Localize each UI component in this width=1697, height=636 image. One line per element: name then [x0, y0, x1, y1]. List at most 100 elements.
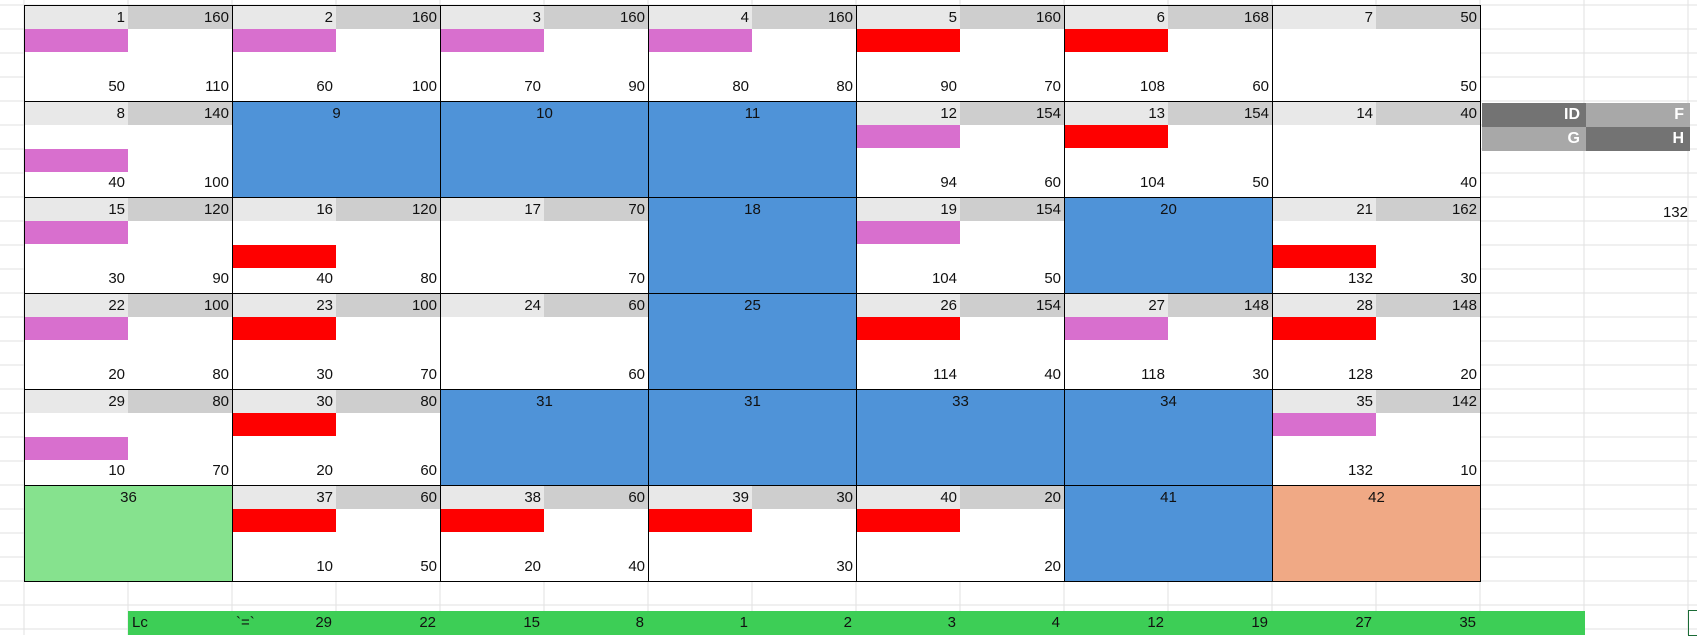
cell-id: 14 [1273, 102, 1376, 125]
cell-top-value: 154 [960, 102, 1064, 125]
grid-cell[interactable]: 14 40 40 [1272, 101, 1481, 198]
grid-cell[interactable]: 6 168 108 60 [1064, 5, 1273, 102]
cell-bottom-left-value: 90 [940, 78, 957, 95]
cell-bottom-left-value: 132 [1347, 270, 1373, 287]
grid-cell[interactable]: 34 [1064, 389, 1273, 486]
cell-id: 21 [1273, 198, 1376, 221]
cell-id: 28 [1273, 294, 1376, 317]
cell-id: 34 [1160, 393, 1177, 410]
grid-cell[interactable]: 42 [1272, 485, 1481, 582]
cell-id: 12 [857, 102, 960, 125]
grid-cell[interactable]: 37 60 10 50 [232, 485, 441, 582]
cell-top-value: 154 [960, 294, 1064, 317]
cell-bottom-left-value [1273, 76, 1376, 98]
grid-cell[interactable]: 5 160 90 70 [856, 5, 1065, 102]
grid-cell[interactable]: 30 80 20 60 [232, 389, 441, 486]
cell-id: 22 [25, 294, 128, 317]
grid-cell[interactable]: 11 [648, 101, 857, 198]
cell-bottom-left-value: 20 [108, 366, 125, 383]
grid-cell[interactable]: 21 162 132 30 [1272, 197, 1481, 294]
cell-top-value: 120 [336, 198, 440, 221]
red-bar [233, 413, 336, 436]
cell-bottom-left-value: 70 [524, 78, 541, 95]
grid-cell[interactable]: 15 120 30 90 [24, 197, 233, 294]
grid-cell[interactable]: 31 [440, 389, 649, 486]
grid-cell[interactable]: 8 140 40 100 [24, 101, 233, 198]
grid-cell[interactable]: 18 [648, 197, 857, 294]
cell-id: 18 [744, 201, 761, 218]
grid-cell[interactable]: 25 [648, 293, 857, 390]
grid-cell[interactable]: 26 154 114 40 [856, 293, 1065, 390]
grid-cell[interactable]: 24 60 60 [440, 293, 649, 390]
grid-cell[interactable]: 17 70 70 [440, 197, 649, 294]
grid-cell[interactable]: 19 154 104 50 [856, 197, 1065, 294]
footer-value: 19 [1251, 614, 1268, 631]
grid-cell[interactable]: 31 [648, 389, 857, 486]
grid-cell[interactable]: 29 80 10 70 [24, 389, 233, 486]
cell-bottom-left-value: 40 [108, 174, 125, 191]
grid-cell[interactable]: 10 [440, 101, 649, 198]
grid-cell[interactable]: 3 160 70 90 [440, 5, 649, 102]
red-bar [857, 317, 960, 340]
footer-formula: `=` [236, 614, 255, 631]
grid-cell[interactable]: 23 100 30 70 [232, 293, 441, 390]
grid-cell[interactable]: 4 160 80 80 [648, 5, 857, 102]
selected-cell[interactable] [1688, 610, 1697, 636]
cell-bottom-right-value: 20 [1460, 366, 1477, 383]
grid-cell[interactable]: 27 148 118 30 [1064, 293, 1273, 390]
pink-bar [25, 29, 128, 52]
cell-id: 33 [952, 393, 969, 410]
pink-bar [1065, 317, 1168, 340]
cell-id: 5 [857, 6, 960, 29]
cell-bottom-left-value: 30 [316, 366, 333, 383]
footer-label: Lc [132, 614, 148, 631]
grid-cell[interactable]: 20 [1064, 197, 1273, 294]
footer-value: 2 [843, 614, 852, 631]
red-bar [1065, 125, 1168, 148]
footer-value: 4 [1051, 614, 1060, 631]
grid-cell[interactable]: 40 20 20 [856, 485, 1065, 582]
red-bar [857, 509, 960, 532]
grid-cell[interactable]: 35 142 132 10 [1272, 389, 1481, 486]
cell-id: 7 [1273, 6, 1376, 29]
cell-id: 38 [441, 486, 544, 509]
footer-value: 35 [1459, 614, 1476, 631]
cell-id: 15 [25, 198, 128, 221]
pink-bar [25, 149, 128, 172]
cell-id: 2 [233, 6, 336, 29]
cell-top-value: 160 [336, 6, 440, 29]
cell-id: 35 [1273, 390, 1376, 413]
grid-cell[interactable]: 12 154 94 60 [856, 101, 1065, 198]
cell-bottom-left-value: 10 [108, 462, 125, 479]
cell-bottom-right-value: 30 [1252, 366, 1269, 383]
cell-top-value: 60 [544, 486, 648, 509]
cell-bottom-left-value: 30 [108, 270, 125, 287]
grid-cell[interactable]: 33 [856, 389, 1065, 486]
cell-top-value: 70 [544, 198, 648, 221]
grid-cell[interactable]: 9 [232, 101, 441, 198]
grid-cell[interactable]: 7 50 50 [1272, 5, 1481, 102]
footer-value: 29 [315, 614, 332, 631]
cell-top-value: 168 [1168, 6, 1272, 29]
cell-bottom-right-value: 70 [628, 270, 645, 287]
grid-cell[interactable]: 28 148 128 20 [1272, 293, 1481, 390]
grid-cell[interactable]: 13 154 104 50 [1064, 101, 1273, 198]
cell-id: 25 [744, 297, 761, 314]
grid-cell[interactable]: 36 [24, 485, 233, 582]
cell-bottom-left-value [649, 556, 752, 578]
grid-cell[interactable]: 38 60 20 40 [440, 485, 649, 582]
grid-cell[interactable]: 22 100 20 80 [24, 293, 233, 390]
cell-bottom-left-value [441, 364, 544, 386]
grid-cell[interactable]: 39 30 30 [648, 485, 857, 582]
cell-bottom-right-value: 90 [212, 270, 229, 287]
cell-top-value: 160 [544, 6, 648, 29]
grid-cell[interactable]: 16 120 40 80 [232, 197, 441, 294]
grid-cell[interactable]: 1 160 50 110 [24, 5, 233, 102]
side-value: 132 [1662, 204, 1688, 221]
grid-cell[interactable]: 41 [1064, 485, 1273, 582]
grid-cell[interactable]: 2 160 60 100 [232, 5, 441, 102]
cell-bottom-right-value: 60 [1252, 78, 1269, 95]
cell-id: 29 [25, 390, 128, 413]
cell-bottom-right-value: 70 [212, 462, 229, 479]
cell-bottom-left-value: 94 [940, 174, 957, 191]
